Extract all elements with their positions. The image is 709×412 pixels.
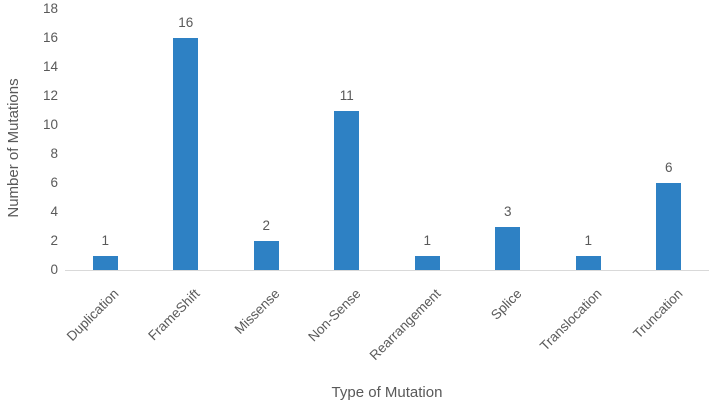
bar xyxy=(173,38,199,270)
y-tick-label: 12 xyxy=(42,88,58,103)
bar xyxy=(334,110,360,270)
y-tick-label: 18 xyxy=(42,1,58,16)
bar-value-label: 6 xyxy=(664,160,673,175)
y-tick-label: 2 xyxy=(50,233,58,248)
x-axis-line xyxy=(65,270,709,271)
bar-value-label: 3 xyxy=(503,203,512,219)
bar xyxy=(253,241,279,270)
bar xyxy=(575,255,601,270)
y-tick-label: 14 xyxy=(42,59,58,74)
bar-value-label: 11 xyxy=(339,87,354,103)
x-axis-title: Type of Mutation xyxy=(331,384,443,401)
bar-value-label: 1 xyxy=(584,232,592,248)
bar xyxy=(656,183,682,270)
y-tick-label: 16 xyxy=(42,30,58,45)
bar-value-label: 1 xyxy=(101,232,109,248)
y-tick-label: 0 xyxy=(50,262,58,277)
y-tick-label: 8 xyxy=(50,146,58,161)
bar xyxy=(495,226,521,270)
bar xyxy=(414,255,440,270)
y-tick-label: 4 xyxy=(50,204,58,219)
bar-value-label: 16 xyxy=(178,15,194,30)
bar-value-label: 2 xyxy=(262,218,270,233)
bar xyxy=(92,255,118,270)
y-tick-label: 6 xyxy=(50,175,58,190)
bar-value-label: 1 xyxy=(423,232,431,248)
y-tick-label: 10 xyxy=(42,117,58,132)
